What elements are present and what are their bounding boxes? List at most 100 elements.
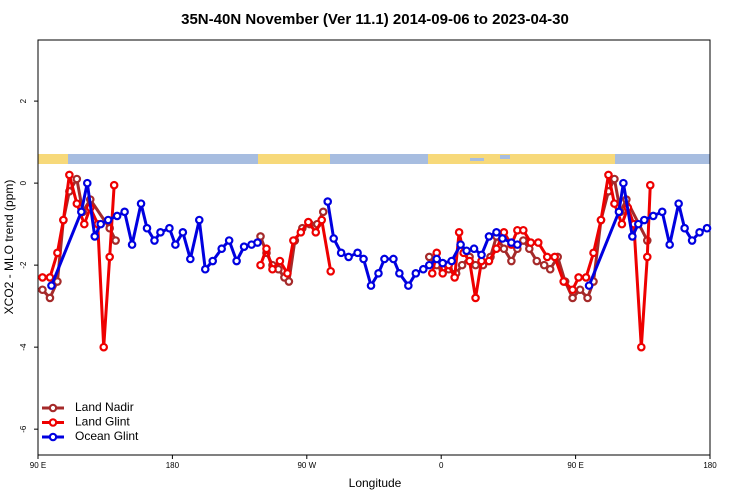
y-tick-label: -4: [19, 343, 28, 351]
data-point: [454, 228, 464, 237]
x-tick-label: 90 W: [297, 461, 316, 470]
data-point: [418, 264, 428, 274]
data-point: [637, 342, 646, 352]
data-point: [79, 219, 89, 229]
data-point: [105, 252, 114, 262]
data-point: [156, 228, 165, 237]
data-point: [568, 293, 577, 303]
data-point: [109, 180, 119, 190]
data-point: [526, 238, 536, 247]
data-point: [575, 285, 585, 295]
data-point: [687, 236, 697, 245]
data-point: [359, 254, 368, 264]
legend-marker: [48, 432, 58, 442]
data-point: [262, 244, 271, 254]
data-point: [323, 197, 333, 206]
data-point: [584, 281, 594, 290]
data-point: [200, 264, 210, 274]
data-point: [438, 258, 447, 268]
data-point: [389, 254, 398, 264]
data-point: [471, 293, 480, 303]
data-point: [45, 293, 55, 303]
x-tick-label: 0: [439, 461, 444, 470]
data-point: [142, 223, 152, 233]
data-point: [499, 244, 509, 254]
data-point: [610, 174, 619, 184]
data-point: [614, 207, 624, 217]
data-point: [404, 281, 413, 290]
data-point: [477, 250, 486, 260]
data-point: [380, 254, 389, 264]
data-point: [353, 248, 362, 258]
data-point: [628, 232, 637, 241]
data-point: [462, 246, 471, 256]
data-point: [311, 228, 321, 237]
data-point: [329, 234, 338, 243]
data-point: [596, 215, 606, 225]
data-point: [99, 342, 109, 352]
data-point: [232, 256, 241, 266]
data-point: [507, 256, 516, 266]
data-point: [284, 277, 294, 286]
data-point: [583, 293, 592, 303]
data-point: [395, 269, 404, 278]
data-point: [38, 273, 47, 282]
data-point: [112, 211, 122, 221]
data-point: [424, 252, 434, 262]
data-point: [283, 269, 292, 278]
plot-frame: [37, 39, 711, 456]
data-point: [657, 207, 667, 217]
data-point: [194, 215, 204, 225]
data-point: [224, 236, 234, 245]
data-point: [513, 240, 522, 249]
data-point: [208, 256, 218, 266]
data-point: [239, 242, 249, 251]
data-point: [469, 244, 479, 254]
data-point: [253, 238, 262, 247]
data-point: [610, 199, 619, 208]
y-tick-label: -2: [19, 261, 28, 269]
legend-marker: [48, 418, 58, 427]
data-point: [665, 240, 674, 249]
legend-marker: [48, 403, 58, 413]
data-point: [165, 223, 174, 233]
y-tick-label: -6: [19, 425, 28, 433]
data-point: [296, 228, 306, 237]
data-point: [519, 225, 528, 235]
data-point: [171, 240, 180, 249]
data-point: [465, 256, 474, 266]
data-point: [519, 236, 528, 245]
data-point: [492, 244, 501, 254]
land-mask-strip: [38, 154, 710, 164]
data-point: [617, 219, 627, 229]
data-point: [619, 178, 628, 188]
x-tick-label: 180: [703, 461, 717, 470]
data-point: [136, 199, 146, 208]
data-point: [674, 199, 683, 208]
data-point: [424, 260, 434, 270]
data-point: [96, 219, 106, 229]
y-tick-label: 2: [19, 98, 28, 103]
data-point: [268, 264, 277, 274]
data-point: [303, 217, 313, 227]
data-point: [374, 269, 383, 278]
data-point: [150, 236, 159, 245]
legend-label: Land Glint: [75, 415, 130, 429]
data-point: [568, 285, 577, 295]
data-point: [542, 252, 552, 262]
data-point: [645, 180, 655, 190]
data-point: [574, 273, 583, 282]
x-axis-label: Longitude: [349, 476, 402, 490]
data-point: [53, 248, 62, 258]
data-point: [634, 219, 643, 229]
data-point: [581, 273, 591, 282]
data-point: [702, 223, 712, 233]
data-point: [45, 273, 55, 282]
data-point: [642, 252, 652, 262]
data-point: [484, 232, 494, 241]
data-point: [427, 269, 437, 278]
data-point: [275, 256, 285, 266]
data-point: [432, 254, 442, 264]
data-point: [186, 254, 195, 264]
